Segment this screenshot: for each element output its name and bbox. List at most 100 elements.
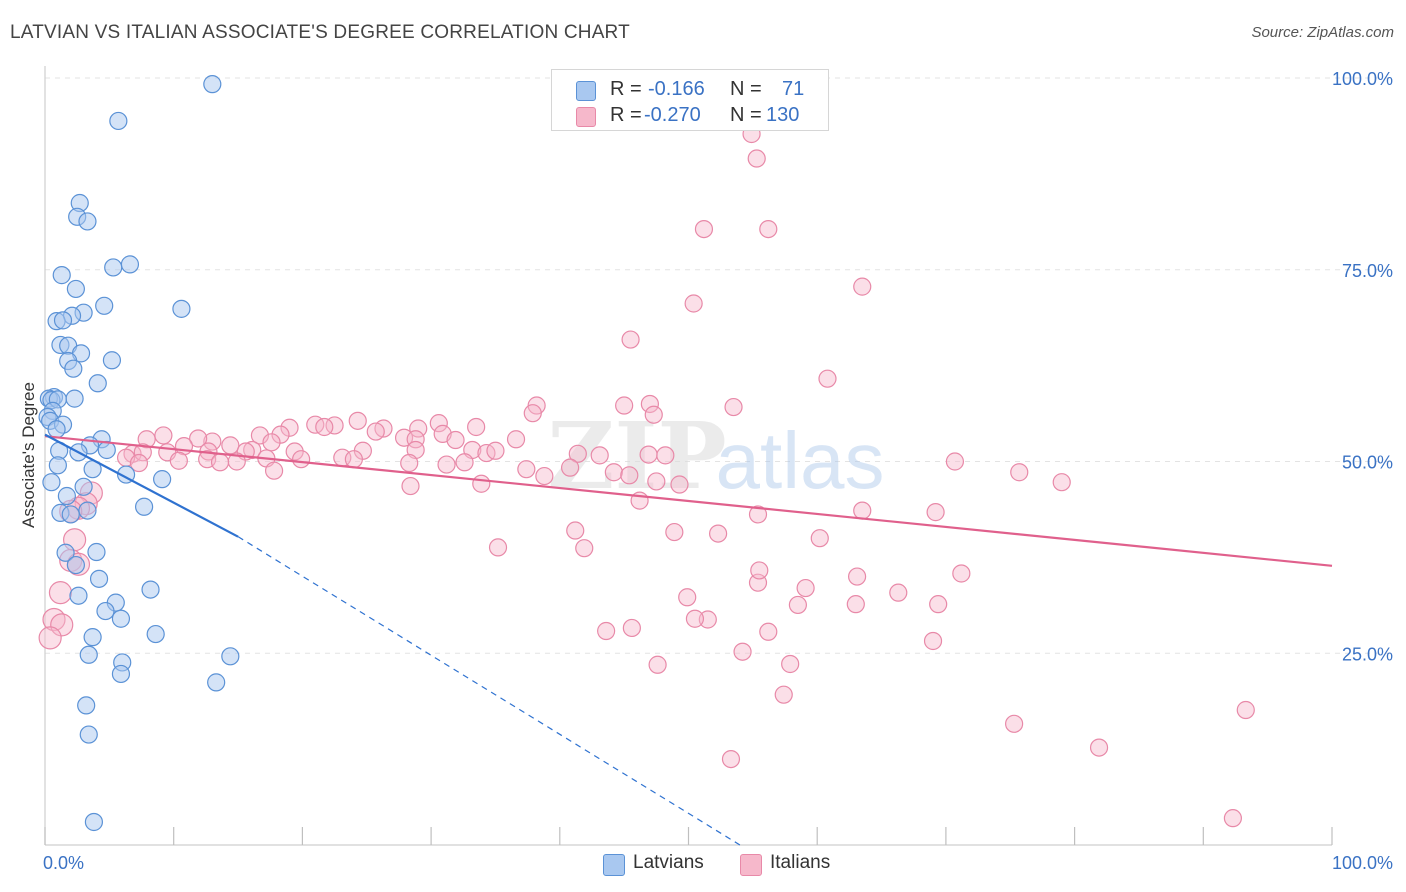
latvian-point [146,624,165,644]
italian-point [709,524,728,543]
stats-row-latvians: R = -0.166 N = 71 [552,77,828,103]
latvian-swatch-icon [576,81,596,101]
latvian-point [88,374,107,393]
y-tick-label: 25.0% [1342,644,1393,664]
italian-point [203,432,222,451]
latvian-point [153,470,172,489]
latvian-legend-swatch-icon [603,854,625,876]
italian-point [847,567,867,586]
italian-point [929,595,948,614]
italian-point [429,414,448,433]
italian-point [926,503,945,522]
latvian-point [96,601,115,621]
trend-lines [44,433,1333,846]
italian-point [945,452,965,471]
n-label: N = [730,104,762,126]
axes [44,66,1333,846]
latvian-point [77,696,96,715]
italian-point [315,417,334,437]
italian-point [488,538,508,557]
italian-point [818,369,837,388]
latvian-point [207,673,226,692]
latvian-point [69,586,88,605]
italian-point [678,588,697,607]
r-value: -0.270 [644,104,701,126]
italian-point [189,429,208,448]
italian-point [644,405,663,424]
y-tick-label: 75.0% [1342,261,1393,281]
italian-point [523,404,542,423]
latvian-point [134,497,154,516]
italian-point [685,609,705,628]
italian-point [694,219,714,239]
italian-point [1052,473,1071,492]
italian-point [1236,700,1255,720]
italian-point [684,294,703,313]
latvian-point [111,609,131,628]
italian-point [394,428,414,447]
italian-point [48,581,73,605]
italian-point [670,475,689,494]
italian-point [622,618,641,638]
latvian-point [109,111,128,131]
latvian-point [79,645,98,664]
italian-point [750,561,769,580]
n-label: N = [730,78,762,100]
r-label: R = [610,78,642,100]
italian-point [952,564,971,583]
italian-point [467,417,486,437]
italian-point [620,466,639,485]
italian-point [264,461,284,480]
x-tick-label: 100.0% [1332,853,1393,873]
chart-title: LATVIAN VS ITALIAN ASSOCIATE'S DEGREE CO… [10,22,630,43]
italian-point [437,455,456,474]
italian-point [747,149,766,168]
italian-point [748,505,768,524]
italian-point [597,621,616,641]
italian-point [401,476,420,496]
italian-point [292,450,311,469]
italian-point [640,394,659,414]
x-tick-label: 0.0% [43,853,84,873]
italian-point [50,613,74,637]
italian-point [853,501,872,520]
italian-point [38,626,62,650]
latvian-point [53,311,73,330]
italian-point [1223,809,1243,828]
italian-point [400,453,419,473]
italian-point [698,610,717,629]
italian-point [262,433,281,452]
latvian-point [83,628,102,647]
italian-point [1010,463,1029,482]
latvian-point [42,473,61,492]
italian-point [621,330,640,349]
latvian-trend-line [44,433,239,538]
latvian-point [61,505,80,524]
italian-point [788,595,807,615]
latvian-point [56,543,75,562]
italian-point [446,430,465,450]
italian-point [406,430,425,449]
italian-point [517,460,536,479]
italian-point [648,655,667,674]
italian-point [472,474,491,493]
italian-point [733,642,752,661]
italian-point [133,443,152,462]
italian-point [846,595,865,614]
italian-point [604,463,623,482]
latvian-point [172,299,191,318]
italian-point [724,397,743,417]
italian-point [250,426,270,445]
r-value: -0.166 [648,78,705,100]
italian-point [568,444,587,463]
italian-swatch-icon [576,107,596,127]
latvian-point [74,477,93,496]
italian-point [210,453,230,472]
latvian-point [203,75,222,94]
italian-point [665,522,684,542]
stats-box: R = -0.166 N = 71 R = -0.270 N = 130 [551,69,829,131]
r-label: R = [610,104,642,126]
latvian-point [87,542,106,562]
italian-legend-swatch-icon [740,854,762,876]
